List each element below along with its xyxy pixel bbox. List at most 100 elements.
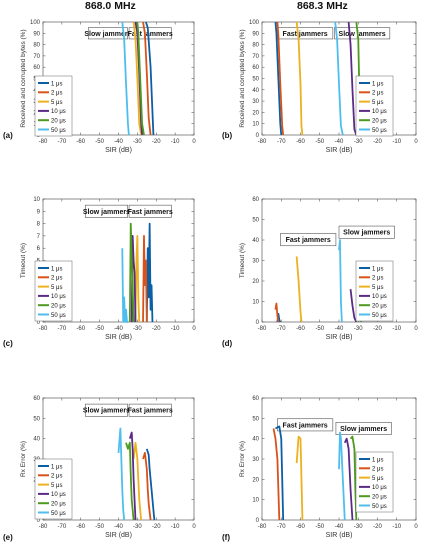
header-right: 868.3 MHz xyxy=(297,0,348,12)
legend-label: 1 μs xyxy=(372,81,383,87)
y-tick-label: 60 xyxy=(33,396,40,402)
x-tick-label: -80 xyxy=(258,524,267,530)
series-line xyxy=(274,302,280,323)
y-tick-label: 0 xyxy=(37,518,41,524)
legend-label: 50 μs xyxy=(51,511,66,517)
x-tick-label: -50 xyxy=(315,524,324,530)
series-line xyxy=(347,21,358,136)
y-tick-label: 70 xyxy=(252,54,259,60)
y-tick-label: 60 xyxy=(252,65,259,71)
legend-label: 50 μs xyxy=(51,313,66,319)
legend-box xyxy=(355,260,394,322)
series-line xyxy=(121,248,128,323)
annotation-box xyxy=(128,204,172,218)
annotation-box xyxy=(334,27,391,40)
annotation-text: Fast jammers xyxy=(286,237,331,244)
y-tick-label: 60 xyxy=(252,396,259,402)
x-tick-label: -50 xyxy=(315,139,324,145)
legend-box xyxy=(34,260,73,322)
x-tick-label: -70 xyxy=(277,326,286,332)
annotation-box xyxy=(128,403,172,417)
y-tick-label: 8 xyxy=(37,222,41,228)
x-tick-label: -40 xyxy=(335,326,344,332)
y-tick-label: 80 xyxy=(252,43,259,49)
panel-label: (e) xyxy=(3,533,13,542)
x-tick-label: -50 xyxy=(315,326,324,332)
y-axis-label: Rx Error (%) xyxy=(20,441,27,477)
x-tick-label: -80 xyxy=(39,139,48,145)
x-tick-label: -60 xyxy=(296,139,305,145)
series-line xyxy=(145,448,156,521)
x-tick-label: -60 xyxy=(76,326,85,332)
x-tick-label: -80 xyxy=(258,326,267,332)
legend-label: 5 μs xyxy=(51,100,62,106)
legend-label: 1 μs xyxy=(51,464,62,470)
annotation-text: Slow jammers xyxy=(339,31,386,38)
legend-label: 2 μs xyxy=(372,91,383,97)
annotation-text: Slow jammers xyxy=(340,426,387,433)
x-tick-label: -40 xyxy=(335,524,344,530)
x-tick-label: -60 xyxy=(76,139,85,145)
x-tick-label: 0 xyxy=(414,326,418,332)
legend-label: 10 μs xyxy=(372,109,387,115)
x-tick-label: -10 xyxy=(171,524,180,530)
y-tick-label: 50 xyxy=(252,77,259,83)
annotation-box xyxy=(277,418,334,432)
x-tick-label: 0 xyxy=(192,326,196,332)
x-tick-label: -30 xyxy=(133,326,142,332)
x-tick-label: 0 xyxy=(192,524,196,530)
legend-label: 1 μs xyxy=(51,266,62,272)
legend-label: 50 μs xyxy=(51,128,66,134)
legend-label: 20 μs xyxy=(372,304,387,310)
series-line xyxy=(334,21,344,136)
series-line xyxy=(142,451,152,521)
x-tick-label: -70 xyxy=(277,524,286,530)
legend-label: 10 μs xyxy=(372,485,387,491)
annotation-text: Slow jammers xyxy=(83,408,130,415)
annotation-text: Slow jammers xyxy=(343,230,390,237)
x-tick-label: -70 xyxy=(58,139,67,145)
y-axis-label: Received and corrupted bytes (%) xyxy=(239,29,246,127)
y-tick-label: 90 xyxy=(33,31,40,37)
y-tick-label: 50 xyxy=(252,416,259,422)
panel-label: (a) xyxy=(3,131,13,140)
legend-label: 20 μs xyxy=(51,502,66,508)
legend-label: 2 μs xyxy=(372,467,383,473)
legend-label: 5 μs xyxy=(372,100,383,106)
y-tick-label: 7 xyxy=(37,234,41,240)
series-line xyxy=(128,431,137,521)
y-tick-label: 0 xyxy=(37,320,41,326)
panel-label: (f) xyxy=(222,533,230,542)
series-line xyxy=(117,427,126,521)
x-tick-label: -80 xyxy=(39,524,48,530)
legend-box xyxy=(34,458,73,520)
y-tick-label: 60 xyxy=(252,197,259,203)
y-tick-label: 30 xyxy=(252,259,259,265)
series-line xyxy=(125,441,135,521)
x-tick-label: -30 xyxy=(354,139,363,145)
annotation-text: Fast jammers xyxy=(283,31,328,38)
x-axis-label: SIR (dB) xyxy=(326,147,353,154)
x-tick-label: 0 xyxy=(192,139,196,145)
y-tick-label: 9 xyxy=(37,209,41,215)
x-tick-label: -30 xyxy=(133,139,142,145)
y-axis-label: Timeout (%) xyxy=(239,243,246,278)
y-tick-label: 70 xyxy=(33,54,40,60)
x-tick-label: -30 xyxy=(354,326,363,332)
y-tick-label: 100 xyxy=(30,20,41,26)
header-left: 868.0 MHz xyxy=(85,0,136,12)
x-tick-label: -10 xyxy=(171,139,180,145)
annotation-text: Slow jammers xyxy=(84,31,131,38)
x-tick-label: -10 xyxy=(392,326,401,332)
y-tick-label: 0 xyxy=(256,320,260,326)
annotation-box xyxy=(84,403,128,417)
y-tick-label: 10 xyxy=(252,122,259,128)
x-tick-label: -30 xyxy=(354,524,363,530)
legend-label: 20 μs xyxy=(51,304,66,310)
y-tick-label: 40 xyxy=(252,88,259,94)
y-tick-label: 0 xyxy=(256,133,260,139)
panel-label: (c) xyxy=(3,339,13,348)
x-tick-label: -20 xyxy=(373,524,382,530)
legend-label: 20 μs xyxy=(372,495,387,501)
